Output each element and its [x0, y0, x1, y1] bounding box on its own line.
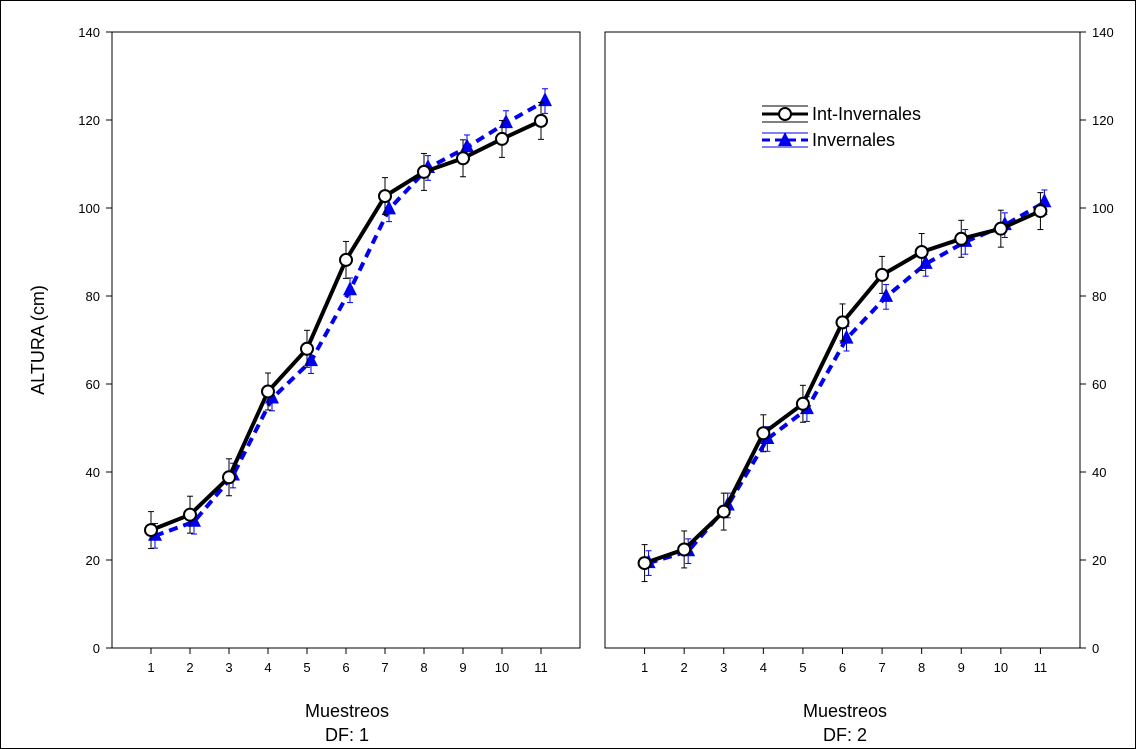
x-tick-label-df2: 8	[918, 660, 925, 675]
data-point-int-invernales	[1033, 204, 1048, 219]
y-tick-label-df2: 120	[1092, 113, 1114, 128]
legend-marker-int-invernales	[778, 107, 792, 121]
x-axis-title-df2: Muestreos	[803, 701, 887, 721]
panel-subtitle-df1: DF: 1	[325, 725, 369, 745]
y-tick-label-df2: 40	[1092, 465, 1106, 480]
x-tick-label-df1: 4	[264, 660, 271, 675]
legend: Int-Invernales Invernales	[762, 104, 921, 150]
data-point-int-invernales	[534, 113, 548, 128]
y-tick-label-df2: 0	[1092, 641, 1099, 656]
y-tick-label-df1: 140	[78, 25, 100, 40]
y-tick-label-df2: 80	[1092, 289, 1106, 304]
data-point-invernales	[538, 92, 552, 107]
data-point-int-invernales	[795, 396, 810, 411]
x-tick-label-df1: 10	[495, 660, 509, 675]
data-point-int-invernales	[300, 341, 314, 356]
x-tick-label-df1: 6	[342, 660, 349, 675]
data-point-int-invernales	[183, 507, 197, 522]
x-tick-label-df1: 3	[225, 660, 232, 675]
x-tick-label-df2: 1	[641, 660, 648, 675]
data-point-int-invernales	[495, 131, 509, 146]
y-tick-label-df1: 40	[86, 465, 100, 480]
legend-label-int-invernales: Int-Invernales	[812, 104, 921, 124]
data-point-int-invernales	[417, 164, 431, 179]
data-point-int-invernales	[144, 523, 158, 538]
data-point-invernales	[499, 114, 513, 129]
data-point-int-invernales	[993, 221, 1008, 236]
data-point-int-invernales	[677, 542, 692, 557]
y-tick-label-df2: 140	[1092, 25, 1114, 40]
x-tick-label-df2: 5	[799, 660, 806, 675]
data-point-int-invernales	[835, 315, 850, 330]
y-tick-label-df1: 20	[86, 553, 100, 568]
y-tick-label-df1: 100	[78, 201, 100, 216]
data-point-int-invernales	[914, 245, 929, 259]
x-tick-label-df1: 8	[420, 660, 427, 675]
series-line-invernales	[154, 99, 546, 538]
series-line-int-invernales	[643, 209, 1042, 565]
x-tick-label-df2: 4	[760, 660, 767, 675]
legend-marker-invernales	[778, 132, 792, 146]
y-tick-label-df1: 60	[86, 377, 100, 392]
y-tick-label-df2: 60	[1092, 377, 1106, 392]
x-tick-label-df1: 9	[459, 660, 466, 675]
data-point-int-invernales	[954, 231, 969, 246]
x-tick-label-df1: 1	[147, 660, 154, 675]
x-axis-title-df1: Muestreos	[305, 701, 389, 721]
legend-label-invernales: Invernales	[812, 130, 895, 150]
y-tick-label-df1: 120	[78, 113, 100, 128]
data-point-int-invernales	[222, 470, 236, 485]
panel-subtitle-df2: DF: 2	[823, 725, 867, 745]
x-tick-label-df2: 2	[681, 660, 688, 675]
data-point-invernales	[343, 281, 357, 296]
data-point-int-invernales	[339, 252, 353, 267]
data-point-int-invernales	[261, 384, 275, 399]
data-point-invernales	[879, 287, 894, 302]
data-point-int-invernales	[456, 151, 470, 166]
data-point-int-invernales	[716, 504, 731, 519]
panel-df2: 0 20 40 60 80 100 120 140 1 2 3 4 5 6 7 8 9 10 11	[604, 25, 1114, 675]
x-tick-label-df1: 7	[381, 660, 388, 675]
series-line-int-invernales	[150, 119, 542, 532]
x-tick-label-df2: 6	[839, 660, 846, 675]
y-tick-label-df2: 20	[1092, 553, 1106, 568]
x-tick-label-df2: 10	[994, 660, 1008, 675]
y-tick-label-df2: 100	[1092, 201, 1114, 216]
x-tick-label-df2: 11	[1034, 660, 1048, 675]
y-tick-label-df1: 80	[86, 289, 100, 304]
x-tick-label-df2: 9	[958, 660, 965, 675]
data-point-int-invernales	[875, 267, 890, 282]
y-tick-label-df1: 0	[93, 641, 100, 656]
data-point-int-invernales	[637, 556, 652, 571]
y-axis-title: ALTURA (cm)	[28, 285, 48, 395]
data-point-int-invernales	[756, 426, 771, 441]
series-line-invernales	[648, 200, 1046, 565]
data-point-invernales	[460, 138, 474, 153]
x-tick-label-df1: 2	[186, 660, 193, 675]
x-tick-label-df2: 7	[878, 660, 885, 675]
x-tick-label-df1: 5	[303, 660, 310, 675]
x-tick-label-df1: 11	[534, 660, 548, 675]
panel-df1: 0 20 40 60 80 100 120 140 1 2 3 4 5 6 7 8 9 10 11	[78, 25, 581, 675]
data-point-int-invernales	[378, 189, 392, 204]
x-tick-label-df2: 3	[720, 660, 727, 675]
